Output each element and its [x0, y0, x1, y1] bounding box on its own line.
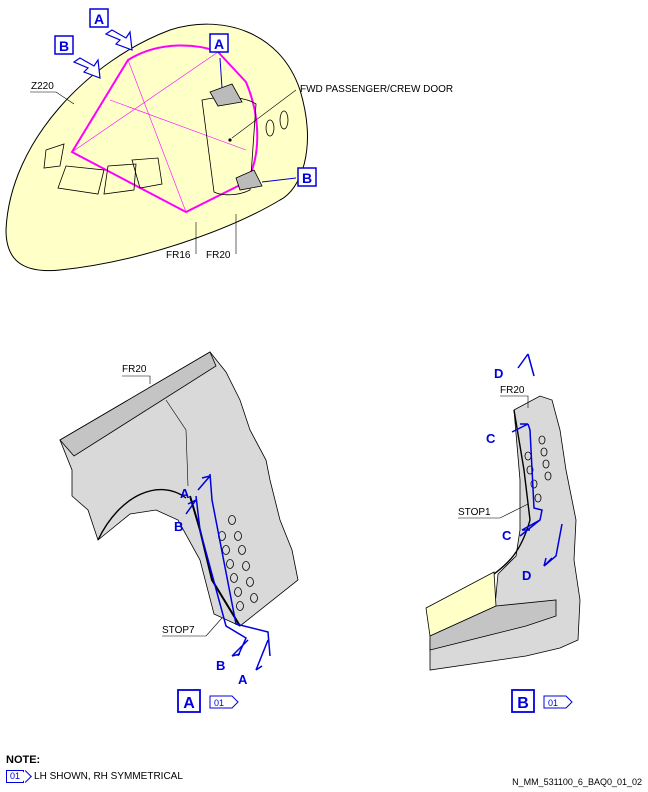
door-point: [228, 138, 232, 142]
view-b-effectivity-tag: [543, 695, 573, 709]
view-a-section-a-top: A: [180, 486, 190, 501]
door-fitting-b: [235, 169, 263, 191]
note-effectivity-tag: 01: [6, 770, 25, 783]
callout-box-a-top[interactable]: [89, 8, 109, 28]
view-a-cut-line-a: [209, 473, 271, 657]
view-a-inner-flange: [97, 488, 187, 541]
view-b-frame-label: FR20: [500, 385, 525, 396]
view-b-inner-flange: [493, 409, 531, 575]
view-arrow-b: [72, 57, 101, 79]
view-b-detail: D C C D FR20 STOP1 B 01: [425, 353, 581, 713]
view-b-title: B: [517, 695, 529, 712]
view-b-section-c-top: C: [486, 431, 496, 446]
drawing-reference: N_MM_531100_6_BAQ0_01_02: [512, 777, 642, 787]
view-b-cut-line-d: [517, 353, 535, 377]
view-a-arrow-b-top: [185, 499, 197, 515]
view-b-arrow-c-bottom: [521, 519, 541, 531]
cockpit-window-3: [103, 163, 137, 195]
callout-box-b-door[interactable]: [297, 167, 317, 187]
callout-box-a-door[interactable]: [209, 33, 229, 53]
view-a-frame-label: FR20: [122, 364, 147, 375]
view-b-floor-beam: [429, 599, 557, 651]
cockpit-window-2: [57, 165, 105, 195]
door-fitting-a: [209, 83, 243, 107]
note-text: LH SHOWN, RH SYMMETRICAL: [34, 771, 183, 782]
view-a-stop-label: STOP7: [162, 625, 195, 636]
view-a-section-a-bottom: A: [238, 672, 248, 687]
view-a-effectivity-tag: [209, 695, 239, 709]
cockpit-window-1: [43, 143, 65, 169]
view-b-leader-stop1: [458, 503, 529, 519]
view-a-section-b-top: B: [174, 519, 183, 534]
fuselage-nose-view: A B A B Z220 FWD PASSENGER/CREW DOOR FR1…: [5, 8, 453, 272]
fuselage-nose-outline: [5, 23, 308, 272]
view-a-arrow-b-bottom: [231, 639, 249, 657]
highlight-panel-inner-lines: [71, 51, 247, 213]
door-label: FWD PASSENGER/CREW DOOR: [300, 84, 453, 95]
frame-16-label: FR16: [166, 250, 191, 261]
leader-z220: [30, 91, 75, 105]
view-b-title-box: [511, 689, 535, 713]
view-a-flange-top: [59, 351, 217, 457]
view-b-arrow-c-top: [511, 423, 529, 433]
view-a-detail: A B B A FR20 STOP7 A 01: [59, 351, 299, 713]
view-a-effectivity: 01: [214, 698, 224, 708]
view-a-arrow-a-top: [197, 475, 211, 491]
zone-label: Z220: [31, 81, 54, 92]
view-b-section-d-top: D: [494, 366, 503, 381]
view-b-effectivity: 01: [548, 698, 558, 708]
view-a-frame-web: [59, 351, 299, 627]
callout-a-door: A: [214, 36, 224, 52]
cockpit-window-4: [131, 157, 163, 189]
view-a-title-box: [177, 689, 201, 713]
view-a-arrow-a-bottom: [255, 639, 269, 671]
view-a-leader-fr20: [122, 375, 151, 384]
callout-box-b-left[interactable]: [54, 35, 74, 55]
note-title: NOTE:: [6, 754, 41, 766]
leader-callout-a-door: [219, 57, 223, 89]
view-b-section-d-bottom: D: [522, 568, 531, 583]
cabin-window-2: [279, 110, 289, 130]
callout-b-left: B: [59, 38, 69, 54]
view-a-leader-stop7: [162, 617, 223, 637]
view-a-rivet-holes: [218, 515, 258, 611]
callout-b-door: B: [302, 170, 312, 186]
view-b-section-c-bottom: C: [502, 528, 512, 543]
frame-20-label: FR20: [206, 250, 231, 261]
view-arrow-a: [104, 29, 133, 51]
view-b-leader-fr20: [500, 395, 529, 408]
cabin-window-1: [265, 119, 275, 137]
view-b-rivet-holes: [524, 435, 552, 503]
leader-door: [231, 89, 297, 139]
view-a-section-b-bottom: B: [216, 658, 225, 673]
note-row: 01 LH SHOWN, RH SYMMETRICAL: [6, 770, 183, 783]
view-b-stop-label: STOP1: [458, 507, 491, 518]
leader-callout-b-door: [261, 177, 297, 183]
highlight-panel-outline: [70, 44, 259, 214]
view-a-stiffener: [165, 399, 189, 487]
callout-a-top: A: [94, 11, 104, 27]
view-b-cut-line-d2: [543, 523, 563, 567]
view-a-title: A: [183, 695, 195, 712]
